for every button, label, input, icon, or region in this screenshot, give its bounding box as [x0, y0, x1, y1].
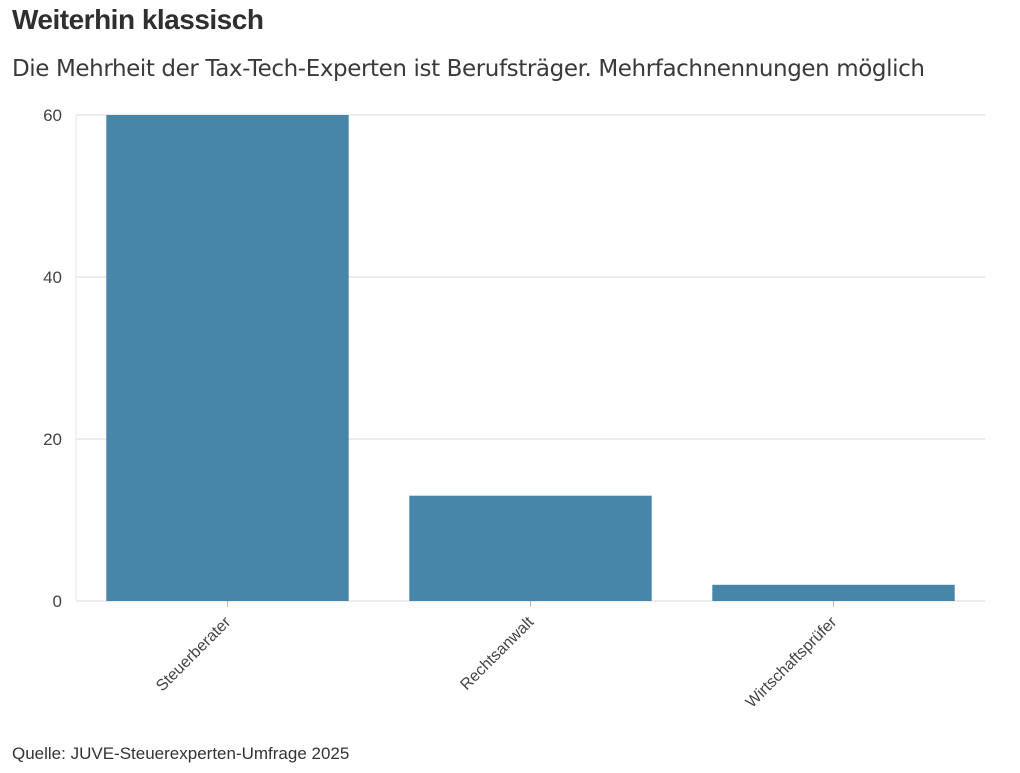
x-category-label: Wirtschaftsprüfer [743, 613, 841, 711]
y-tick-label: 20 [43, 430, 62, 449]
x-category-label: Steuerberater [153, 613, 235, 695]
y-tick-label: 60 [43, 106, 62, 125]
y-tick-label: 0 [53, 592, 62, 611]
x-category-label: Rechtsanwalt [457, 613, 537, 693]
bar-chart: 0 20 40 60 Steuerberater Rechtsanwalt Wirtscha… [43, 106, 985, 711]
bar [409, 495, 652, 601]
chart-subtitle: Die Mehrheit der Tax-Tech-Experten ist B… [12, 56, 925, 82]
chart-source: Quelle: JUVE-Steuerexperten-Umfrage 2025 [12, 744, 350, 763]
chart-title: Weiterhin klassisch [12, 4, 264, 35]
bar [106, 115, 349, 601]
y-tick-label: 40 [43, 268, 62, 287]
bar [712, 584, 955, 601]
bar-layer [106, 115, 955, 601]
